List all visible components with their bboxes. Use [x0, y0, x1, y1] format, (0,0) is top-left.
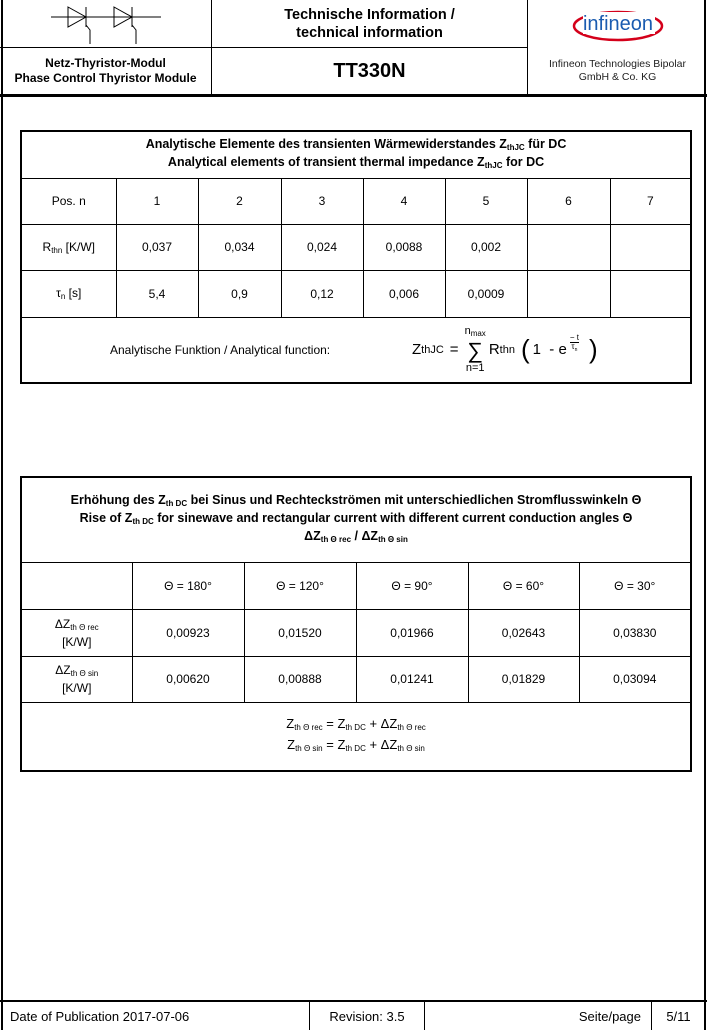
cell: 0,03830 [578, 608, 692, 657]
cell: 0,01520 [243, 608, 357, 657]
row-label: ΔZth Θ rec [K/W] [20, 608, 133, 657]
footer: Date of Publication 2017-07-06 Revision:… [0, 1000, 707, 1030]
table1-title: Analytische Elemente des transienten Wär… [20, 130, 692, 179]
zth-rise-table: Erhöhung des Zth DC bei Sinus und Rechte… [20, 476, 693, 772]
angle-header: Θ = 60° [467, 561, 580, 610]
cell: 0,037 [115, 223, 199, 271]
empty-cell [20, 561, 133, 610]
cell: 0,0009 [444, 269, 528, 318]
cell: 1 [115, 177, 199, 225]
cell [526, 223, 611, 271]
row-label: τn [s] [20, 269, 117, 318]
company-line1: Infineon Technologies Bipolar [549, 58, 686, 70]
infineon-logo: infineon [528, 0, 707, 48]
equation-rec: Zth Θ rec = Zth DC + ΔZth Θ rec [286, 716, 426, 733]
cell: 0,00923 [131, 608, 245, 657]
module-type: Netz-Thyristor-Modul Phase Control Thyri… [0, 48, 212, 94]
zth-equations: Zth Θ rec = Zth DC + ΔZth Θ rec Zth Θ si… [20, 701, 692, 772]
cell: 0,006 [362, 269, 446, 318]
svg-text:infineon: infineon [582, 13, 652, 35]
angle-header: Θ = 90° [355, 561, 469, 610]
company-name: Infineon Technologies Bipolar GmbH & Co.… [528, 48, 707, 94]
header: Technische Information / technical infor… [0, 0, 707, 97]
cell: 0,034 [197, 223, 282, 271]
cell: 0,002 [444, 223, 528, 271]
cell [609, 269, 692, 318]
angle-header: Θ = 30° [578, 561, 692, 610]
cell: 0,024 [280, 223, 364, 271]
publication-date: Date of Publication 2017-07-06 [0, 1002, 310, 1030]
row-label: ΔZth Θ sin [K/W] [20, 655, 133, 703]
table-row-rec: ΔZth Θ rec [K/W] 0,00923 0,01520 0,01966 0,0… [20, 608, 692, 657]
cell: 0,00888 [243, 655, 357, 703]
function-label: Analytische Funktion / Analytical functi… [110, 342, 331, 357]
equation-sin: Zth Θ sin = Zth DC + ΔZth Θ sin [287, 737, 425, 754]
cell [526, 269, 611, 318]
table2-title: Erhöhung des Zth DC bei Sinus und Rechte… [20, 476, 692, 563]
table-row-tau: τn [s] 5,4 0,9 0,12 0,006 0,0009 [20, 269, 692, 318]
table-row-rthn: Rthn [K/W] 0,037 0,034 0,024 0,0088 0,002 [20, 223, 692, 271]
company-line2: GmbH & Co. KG [578, 71, 657, 83]
analytical-function: Analytische Funktion / Analytical functi… [20, 316, 692, 384]
doc-type: Technische Information / technical infor… [212, 0, 528, 48]
cell: 0,9 [197, 269, 282, 318]
row-label: Pos. n [20, 177, 117, 225]
module-type-de: Netz-Thyristor-Modul [45, 56, 166, 70]
cell: 0,0088 [362, 223, 446, 271]
cell: 0,01966 [355, 608, 469, 657]
page-number: 5/11 [666, 1008, 691, 1024]
angle-header: Θ = 180° [131, 561, 245, 610]
cell: 6 [526, 177, 611, 225]
part-number: TT330N [212, 48, 528, 94]
row-label: Rthn [K/W] [20, 223, 117, 271]
cell: 0,03094 [578, 655, 692, 703]
cell: 0,01829 [467, 655, 580, 703]
revision: Revision: 3.5 [310, 1002, 425, 1030]
table-row-angles: Θ = 180° Θ = 120° Θ = 90° Θ = 60° Θ = 30° [20, 561, 692, 610]
cell [609, 223, 692, 271]
module-type-en: Phase Control Thyristor Module [14, 71, 197, 85]
thyristor-symbol-icon [0, 0, 212, 48]
doc-type-de: Technische Information / [284, 6, 455, 23]
cell: 0,00620 [131, 655, 245, 703]
thermal-elements-table: Analytische Elemente des transienten Wär… [20, 130, 693, 384]
cell: 5 [444, 177, 528, 225]
page-label: Seite/page [425, 1002, 652, 1030]
cell: 0,12 [280, 269, 364, 318]
table-row-sin: ΔZth Θ sin [K/W] 0,00620 0,00888 0,01241 0,0… [20, 655, 692, 703]
cell: 5,4 [115, 269, 199, 318]
cell: 0,02643 [467, 608, 580, 657]
cell: 7 [609, 177, 692, 225]
cell: 4 [362, 177, 446, 225]
cell: 3 [280, 177, 364, 225]
cell: 2 [197, 177, 282, 225]
cell: 0,01241 [355, 655, 469, 703]
doc-type-en: technical information [296, 24, 443, 41]
angle-header: Θ = 120° [243, 561, 357, 610]
